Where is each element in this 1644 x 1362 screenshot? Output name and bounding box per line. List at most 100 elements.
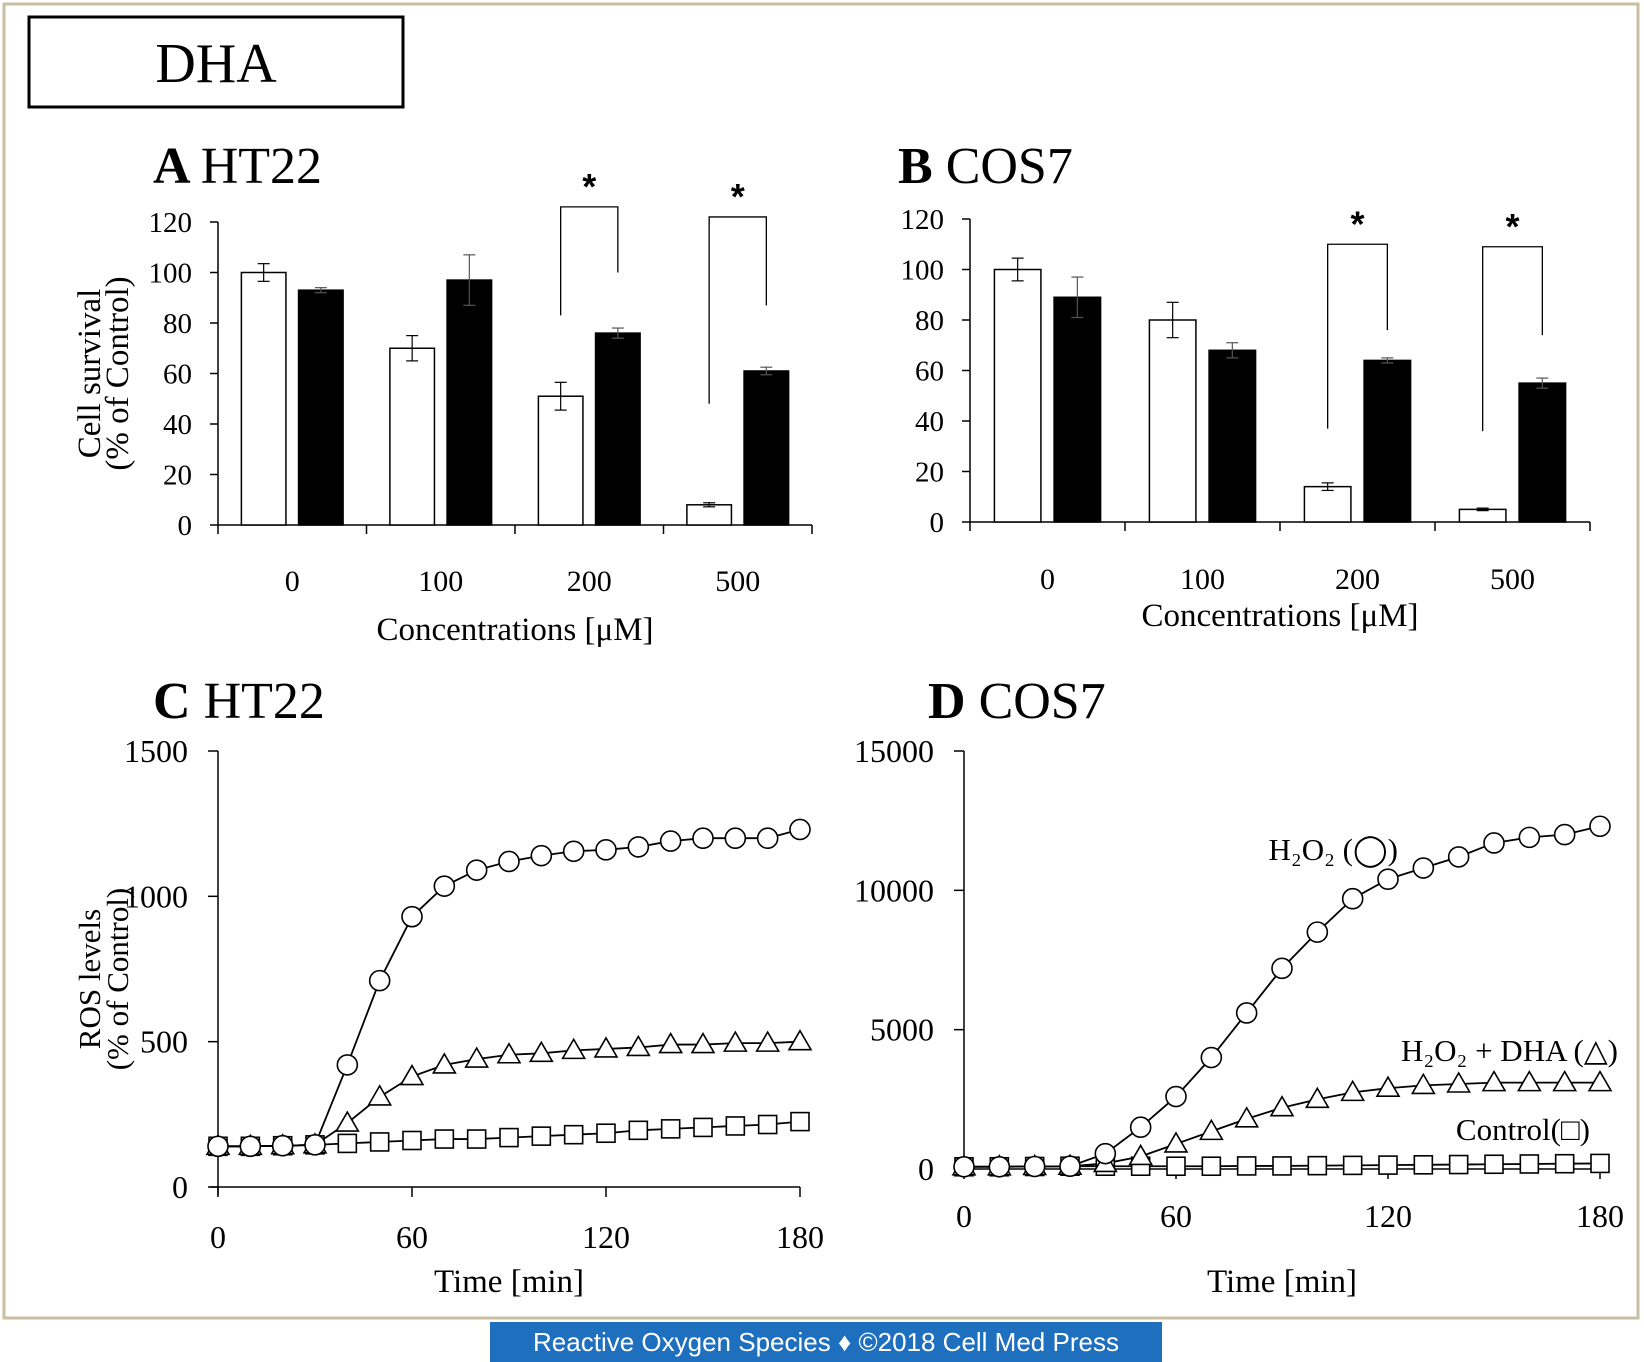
marker-triangle [1269, 1095, 1295, 1117]
marker-triangle [1340, 1079, 1366, 1102]
marker-triangle [334, 1110, 360, 1132]
marker-triangle [1234, 1106, 1260, 1128]
marker-square [1272, 1156, 1292, 1176]
panel-a: A HT22 0 20 40 60 80 100 120 0 100 200 500 * * Concent… [72, 138, 813, 648]
y-tick-label: 0 [178, 510, 193, 542]
legend-label-square: Control(□) [1456, 1112, 1590, 1147]
marker-triangle [1446, 1071, 1472, 1093]
marker-triangle [755, 1030, 781, 1052]
bar-open [1303, 485, 1352, 523]
marker-square [628, 1120, 649, 1141]
marker-square [1519, 1154, 1540, 1174]
marker-square [1236, 1156, 1257, 1176]
marker-circle [207, 1135, 229, 1158]
significance-bracket [1327, 243, 1388, 429]
header-box [27, 15, 405, 109]
marker-circle [953, 1155, 975, 1178]
y-axis-label: (% of Control) [100, 276, 136, 470]
marker-square [563, 1124, 584, 1145]
marker-square [1448, 1154, 1469, 1175]
y-tick-label: 80 [163, 308, 192, 340]
y-tick-label: 60 [163, 359, 192, 391]
significance-bracket [1482, 246, 1543, 432]
marker-triangle [496, 1042, 522, 1064]
y-tick-label: 0 [172, 1169, 188, 1205]
marker-square [1484, 1154, 1504, 1175]
marker-circle [1306, 921, 1329, 943]
marker-square [1413, 1155, 1434, 1175]
marker-triangle [464, 1046, 490, 1068]
panel-title: A HT22 [153, 138, 322, 195]
x-axis-label: Concentrations [μM] [376, 612, 653, 648]
marker-triangle [1163, 1131, 1189, 1153]
marker-circle [756, 827, 779, 850]
marker-circle [336, 1054, 359, 1076]
y-tick-label: 20 [915, 457, 944, 489]
bar-open [240, 271, 287, 526]
marker-circle [1271, 957, 1293, 980]
marker-circle [1341, 887, 1364, 910]
marker-circle [271, 1134, 294, 1157]
panel-title: D COS7 [928, 673, 1106, 730]
marker-triangle [1587, 1070, 1613, 1092]
marker-square [531, 1126, 552, 1146]
marker-circle [1059, 1155, 1081, 1178]
marker-triangle [561, 1037, 587, 1060]
marker-circle [1235, 1002, 1258, 1024]
marker-triangle [1552, 1070, 1578, 1092]
y-tick-label: 80 [915, 305, 944, 337]
marker-square [337, 1133, 358, 1154]
significance-star: * [582, 166, 596, 207]
bar-open [537, 395, 584, 526]
x-axis-label: Concentrations [μM] [1141, 598, 1418, 634]
x-tick-label: 100 [1180, 563, 1225, 596]
x-axis-label: Time [min] [434, 1264, 584, 1300]
marker-triangle [528, 1040, 554, 1063]
y-tick-label: 40 [163, 409, 192, 441]
significance-star: * [1350, 203, 1364, 244]
marker-circle [304, 1134, 326, 1156]
bar-filled [446, 279, 493, 526]
panel-cell-line: HT22 [201, 138, 322, 195]
panel-cell-line: HT22 [204, 673, 325, 730]
marker-circle [433, 875, 456, 897]
marker-circle [1518, 826, 1541, 849]
marker-circle [1412, 857, 1435, 879]
x-tick-label: 500 [1490, 563, 1535, 596]
marker-circle [368, 969, 391, 992]
bar-filled [594, 332, 641, 526]
y-axis-label: ROS levels [72, 909, 107, 1049]
panel-letter: B [898, 138, 946, 195]
marker-triangle [1198, 1118, 1224, 1141]
bar-filled [743, 370, 790, 526]
panel-letter: C [153, 673, 204, 730]
marker-square [1378, 1155, 1398, 1175]
x-tick-label: 0 [285, 565, 300, 598]
marker-circle [1094, 1142, 1117, 1165]
panel-cell-line: COS7 [979, 673, 1106, 730]
x-tick-label: 0 [1040, 563, 1055, 596]
y-tick-label: 20 [163, 460, 192, 492]
panel-b: B COS7 0 20 40 60 80 100 120 0 100 200 500 * * Concent… [898, 138, 1591, 634]
marker-square [466, 1129, 487, 1149]
x-tick-label: 180 [1576, 1198, 1624, 1234]
marker-triangle [1304, 1086, 1330, 1109]
x-tick-label: 100 [418, 565, 463, 598]
panel-cell-line: COS7 [946, 138, 1073, 195]
x-tick-label: 0 [956, 1198, 972, 1234]
y-tick-label: 120 [901, 204, 945, 236]
significance-bracket [560, 206, 619, 316]
marker-circle [1553, 823, 1576, 846]
marker-square [757, 1114, 778, 1135]
marker-triangle [431, 1052, 457, 1074]
marker-circle [401, 905, 423, 928]
y-tick-label: 0 [918, 1151, 934, 1187]
x-tick-label: 180 [776, 1219, 824, 1255]
y-tick-label: 100 [901, 255, 945, 287]
legend-label-triangle: H₂O₂ + DHA (△) [1401, 1033, 1618, 1068]
y-axis-label: (% of Control) [100, 888, 135, 1071]
x-axis-label: Time [min] [1207, 1264, 1357, 1300]
marker-circle [988, 1155, 1011, 1178]
y-tick-label: 60 [915, 356, 944, 388]
footer-banner [490, 1322, 1162, 1362]
